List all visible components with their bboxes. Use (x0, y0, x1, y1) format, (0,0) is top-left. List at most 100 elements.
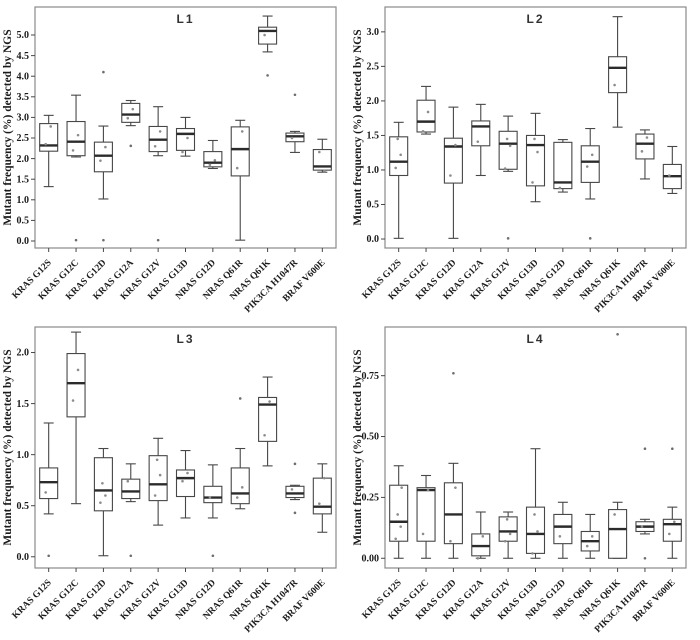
y-tick-label: 2.5 (17, 133, 30, 144)
box-l2-kras-g13d (525, 112, 546, 203)
y-axis-label: Mutant frequency (%) detected by NGS (352, 29, 364, 225)
box-l3-nras-g12d (203, 464, 223, 558)
box-l2-nras-g12d (553, 139, 573, 193)
iqr-box (471, 120, 491, 147)
data-point (44, 491, 47, 494)
iqr-box (498, 130, 518, 170)
box-l4-pik3ca-h1047r (635, 447, 655, 560)
iqr-box (285, 485, 305, 499)
box-l4-kras-g12d (443, 371, 463, 559)
data-point (158, 130, 162, 133)
data-point (454, 486, 457, 489)
box-l3-kras-g12v (148, 437, 168, 526)
outlier-point (156, 238, 160, 242)
data-point (400, 486, 403, 489)
data-point (533, 513, 536, 516)
data-point (318, 502, 321, 505)
data-point (208, 496, 212, 499)
box-l3-kras-g12d (93, 447, 113, 557)
boxplot-svg-l1: 0.0 0.5 1.0 1.5 2.0 2.5 3.0 3.5 4.0 4.5 5.0Mutant … (2, 6, 337, 315)
outlier-point (293, 93, 297, 97)
box-l2-kras-g12v (498, 115, 518, 240)
y-tick-label: 1.5 (367, 131, 380, 142)
iqr-box (608, 56, 628, 94)
data-point (536, 530, 539, 533)
y-tick-label: 2.0 (17, 154, 30, 165)
y-axis-label: Mutant frequency (%) detected by NGS (2, 349, 14, 545)
data-point (508, 532, 512, 536)
iqr-box (230, 126, 250, 177)
data-point (49, 125, 52, 128)
box-l2-nras-q61r (580, 127, 600, 240)
data-point (585, 544, 589, 548)
outlier-point (671, 447, 674, 451)
data-point (158, 473, 162, 477)
data-point (263, 33, 266, 37)
y-tick-label: 1.5 (17, 174, 30, 185)
outlier-point (102, 70, 105, 74)
y-tick-label: 2.0 (367, 96, 380, 107)
data-point (181, 479, 184, 483)
data-point (76, 368, 80, 372)
data-point (558, 186, 562, 190)
data-point (590, 535, 594, 538)
data-point (153, 144, 157, 148)
iqr-box (312, 477, 332, 515)
data-point (426, 110, 430, 114)
outlier-point (643, 447, 647, 451)
data-point (44, 142, 47, 146)
data-point (645, 136, 649, 139)
iqr-box (416, 99, 436, 133)
y-tick-label: 1.0 (17, 450, 30, 461)
iqr-box (389, 136, 409, 177)
box-l1-kras-g13d (175, 116, 196, 157)
data-point (323, 169, 326, 173)
iqr-box (471, 533, 491, 557)
data-point (155, 458, 159, 462)
data-point (101, 481, 104, 485)
data-point (421, 129, 425, 133)
data-point (668, 532, 671, 536)
data-point (533, 137, 536, 141)
outlier-point (266, 74, 269, 77)
data-point (668, 174, 671, 177)
outlier-point (588, 237, 592, 240)
panel-title: L2 (526, 12, 544, 26)
y-tick-label: 0.75 (362, 371, 380, 382)
outlier-point (293, 462, 297, 466)
panel-title: L4 (526, 332, 544, 346)
data-point (240, 130, 244, 133)
data-point (558, 535, 562, 538)
data-point (213, 158, 217, 162)
box-l3-kras-g13d (175, 450, 196, 519)
outlier-point (238, 397, 242, 400)
outlier-point (211, 554, 215, 558)
y-tick-label: 2.5 (367, 62, 380, 73)
box-l4-kras-g12a (471, 511, 491, 560)
data-point (104, 145, 107, 149)
data-point (394, 166, 397, 170)
data-point (235, 496, 239, 499)
data-point (449, 174, 452, 177)
data-point (508, 144, 512, 148)
data-point (613, 83, 616, 87)
box-l1-kras-g12c (66, 94, 86, 242)
box-l2-kras-g12s (389, 121, 409, 239)
panel-title: L1 (176, 12, 194, 26)
iqr-box (525, 134, 546, 187)
iqr-box (443, 137, 463, 184)
data-point (323, 476, 326, 480)
y-tick-label: 4.0 (17, 71, 30, 82)
outlier-point (129, 554, 133, 558)
y-tick-label: 0.0 (17, 552, 30, 563)
data-point (476, 556, 480, 560)
box-l2-pik3ca-h1047r (635, 129, 655, 180)
iqr-box (498, 516, 518, 542)
data-point (505, 518, 509, 521)
y-tick-label: 1.0 (367, 165, 380, 176)
iqr-box (416, 487, 436, 542)
